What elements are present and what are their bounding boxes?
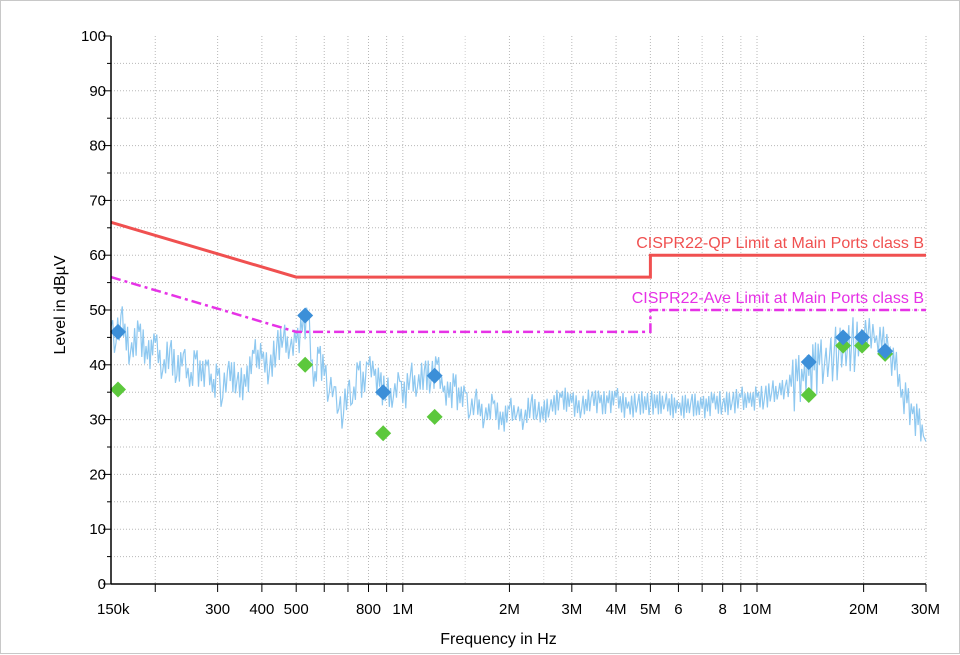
x-tick-label: 5M <box>640 601 661 618</box>
axes <box>103 35 927 592</box>
x-tick-label: 300 <box>205 601 230 618</box>
y-tick-label: 100 <box>81 28 106 45</box>
qp-marker <box>110 323 126 340</box>
spectrum-trace <box>110 306 927 442</box>
x-tick-label: 1M <box>392 601 413 618</box>
y-tick-label: 10 <box>89 521 106 538</box>
x-tick-label: 30M <box>911 601 940 618</box>
x-tick-label: 400 <box>249 601 274 618</box>
qp-marker <box>800 354 817 371</box>
x-tick-label: 8 <box>719 601 727 618</box>
y-tick-label: 0 <box>98 576 106 593</box>
ave-marker <box>854 337 871 354</box>
x-tick-label: 4M <box>606 601 627 618</box>
limit-lines <box>110 220 926 334</box>
ave-marker <box>835 337 852 354</box>
spectrum-line <box>110 306 927 442</box>
ave-marker <box>426 408 443 425</box>
qp-marker <box>297 307 314 324</box>
x-tick-label: 6 <box>674 601 682 618</box>
qp-limit-label: CISPR22-QP Limit at Main Ports class B <box>636 235 924 252</box>
y-tick-label: 50 <box>89 302 106 319</box>
ave-marker <box>375 425 392 442</box>
qp-marker <box>375 384 392 401</box>
y-tick-label: 90 <box>89 83 106 100</box>
x-tick-label: 10M <box>742 601 771 618</box>
y-tick-label: 30 <box>89 412 106 429</box>
x-tick-label: 3M <box>561 601 582 618</box>
y-tick-label: 20 <box>89 466 106 483</box>
qp-marker <box>426 367 443 384</box>
x-tick-label: 150k <box>97 601 130 618</box>
y-axis-title: Level in dBµV <box>52 255 69 354</box>
qp-limit-line <box>110 220 926 279</box>
ave-limit-line <box>110 275 926 334</box>
qp-marker <box>835 329 852 346</box>
ave-marker <box>297 356 314 373</box>
ave-marker <box>800 386 817 403</box>
x-tick-label: 800 <box>356 601 381 618</box>
labels: CISPR22-QP Limit at Main Ports class B CI… <box>52 28 940 648</box>
x-tick-label: 20M <box>849 601 878 618</box>
y-tick-label: 80 <box>89 138 106 155</box>
y-tick-label: 60 <box>89 247 106 264</box>
qp-marker <box>854 329 871 346</box>
qp-marker <box>877 343 894 360</box>
y-tick-label: 40 <box>89 357 106 374</box>
ave-marker <box>110 381 126 398</box>
ave-limit-label: CISPR22-Ave Limit at Main Ports class B <box>632 290 924 307</box>
x-tick-label: 500 <box>284 601 309 618</box>
x-tick-label: 2M <box>499 601 520 618</box>
x-axis-title: Frequency in Hz <box>440 631 557 648</box>
y-tick-label: 70 <box>89 192 106 209</box>
measurement-markers <box>110 307 894 442</box>
